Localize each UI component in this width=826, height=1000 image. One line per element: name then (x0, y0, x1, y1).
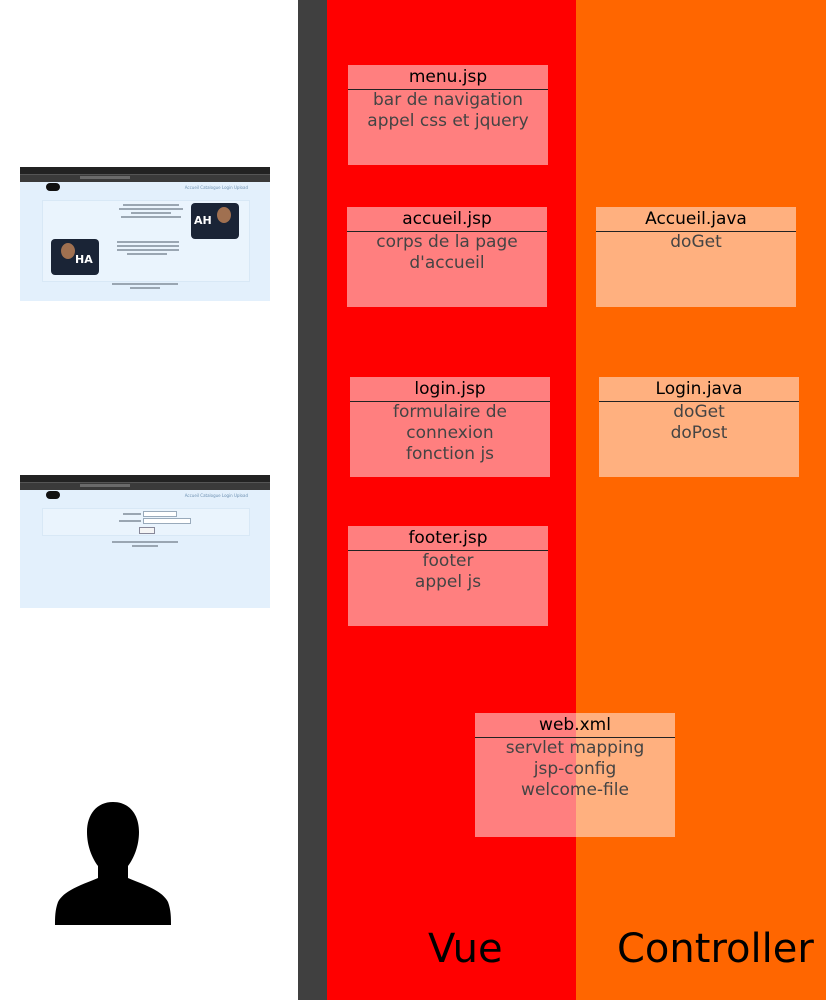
text-line (121, 216, 181, 218)
box-line: doGet (673, 402, 725, 422)
box-title: Login.java (599, 377, 799, 402)
browser-tab-bar (20, 475, 270, 482)
site-nav: Accueil Catalogue Login Upload (184, 185, 248, 190)
form-label (123, 513, 141, 515)
text-line (119, 208, 183, 210)
content-panel: AH HA (42, 200, 250, 282)
box-title: footer.jsp (348, 526, 548, 551)
box-line: formulaire de (392, 402, 507, 422)
controller-column-title: Controller (617, 926, 814, 972)
box-line: jsp-config (533, 759, 617, 779)
controller-column (576, 0, 826, 1000)
person-head (61, 243, 75, 259)
text-line (117, 245, 179, 247)
text-line (123, 204, 179, 206)
box-line: footer (422, 551, 474, 571)
box-line: appel js (414, 572, 482, 592)
browser-address-bar (20, 482, 270, 490)
gray-divider-column (298, 0, 327, 1000)
text-line (127, 253, 167, 255)
menu-jsp-box: menu.jsp bar de navigation appel css et … (348, 65, 548, 165)
box-line: corps de la page (376, 232, 518, 252)
photo-caption: AH (194, 214, 212, 227)
connect-button (139, 527, 155, 534)
photo-caption: HA (75, 253, 93, 266)
box-line: fonction js (405, 444, 495, 464)
box-line: connexion (406, 423, 494, 443)
box-line: welcome-file (521, 780, 629, 800)
url-field (80, 484, 130, 487)
web-xml-box: web.xml servlet mapping jsp-config welco… (475, 713, 675, 837)
site-logo (46, 183, 60, 191)
footer-jsp-box: footer.jsp footer appel js (348, 526, 548, 626)
person-head (217, 207, 231, 223)
login-java-box: Login.java doGet doPost (599, 377, 799, 477)
accueil-jsp-box: accueil.jsp corps de la page d'accueil (347, 207, 547, 307)
text-line (131, 212, 171, 214)
box-line: d'accueil (409, 253, 485, 273)
box-title: menu.jsp (348, 65, 548, 90)
accueil-java-box: Accueil.java doGet (596, 207, 796, 307)
box-line: doGet (670, 232, 722, 252)
login-page-screenshot: Accueil Catalogue Login Upload (20, 475, 270, 608)
box-title: web.xml (475, 713, 675, 738)
box-title: login.jsp (350, 377, 550, 402)
browser-tab-bar (20, 167, 270, 174)
box-line: appel css et jquery (367, 111, 529, 131)
box-line: servlet mapping (505, 738, 645, 758)
tv-photo-ah: AH (191, 203, 239, 239)
login-field (143, 511, 177, 517)
home-page-screenshot: Accueil Catalogue Login Upload AH HA (20, 167, 270, 301)
box-line: bar de navigation (372, 90, 523, 110)
password-field (143, 518, 191, 524)
box-title: Accueil.java (596, 207, 796, 232)
vue-column-title: Vue (428, 926, 503, 972)
text-line (117, 249, 179, 251)
footer-text-line (130, 287, 160, 289)
login-form-panel (42, 508, 250, 536)
footer-text-line (132, 545, 158, 547)
text-line (117, 241, 179, 243)
form-label (119, 520, 141, 522)
tv-photo-ha: HA (51, 239, 99, 275)
user-silhouette-icon (55, 802, 171, 925)
footer-text-line (112, 283, 178, 285)
site-nav: Accueil Catalogue Login Upload (184, 493, 248, 498)
footer-text-line (112, 541, 178, 543)
box-line: doPost (670, 423, 728, 443)
login-jsp-box: login.jsp formulaire de connexion foncti… (350, 377, 550, 477)
box-title: accueil.jsp (347, 207, 547, 232)
browser-address-bar (20, 174, 270, 182)
url-field (80, 176, 130, 179)
site-logo (46, 491, 60, 499)
